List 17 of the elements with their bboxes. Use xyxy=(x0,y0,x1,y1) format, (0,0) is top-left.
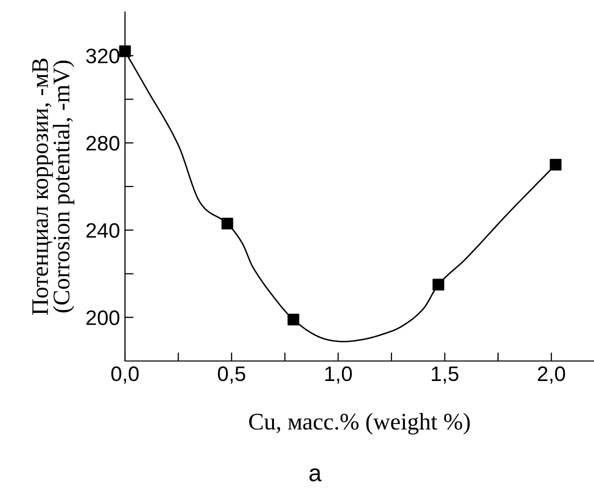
x-tick-label: 1,0 xyxy=(325,366,352,384)
x-tick-label: 1,5 xyxy=(432,366,458,384)
x-tick-label: 0,0 xyxy=(111,366,139,384)
x-tick-label: 0,5 xyxy=(218,366,246,384)
point xyxy=(432,278,444,290)
y-tick-label: 200 xyxy=(86,310,120,326)
y-tick-label: 320 xyxy=(86,48,120,64)
y-tick-label: 240 xyxy=(86,223,120,238)
y-tick-label: 280 xyxy=(86,136,120,151)
x-axis-title: Cu, масс.% (weight %) xyxy=(249,413,470,435)
y-axis-title: Потенциал коррозии, -мВ (Corrosion potential, -mV) xyxy=(32,58,74,315)
x-tick-label: 2,0 xyxy=(538,366,566,384)
point xyxy=(550,158,562,171)
point xyxy=(119,45,131,58)
point xyxy=(288,314,300,326)
text: а xyxy=(309,468,322,482)
point xyxy=(221,218,234,230)
